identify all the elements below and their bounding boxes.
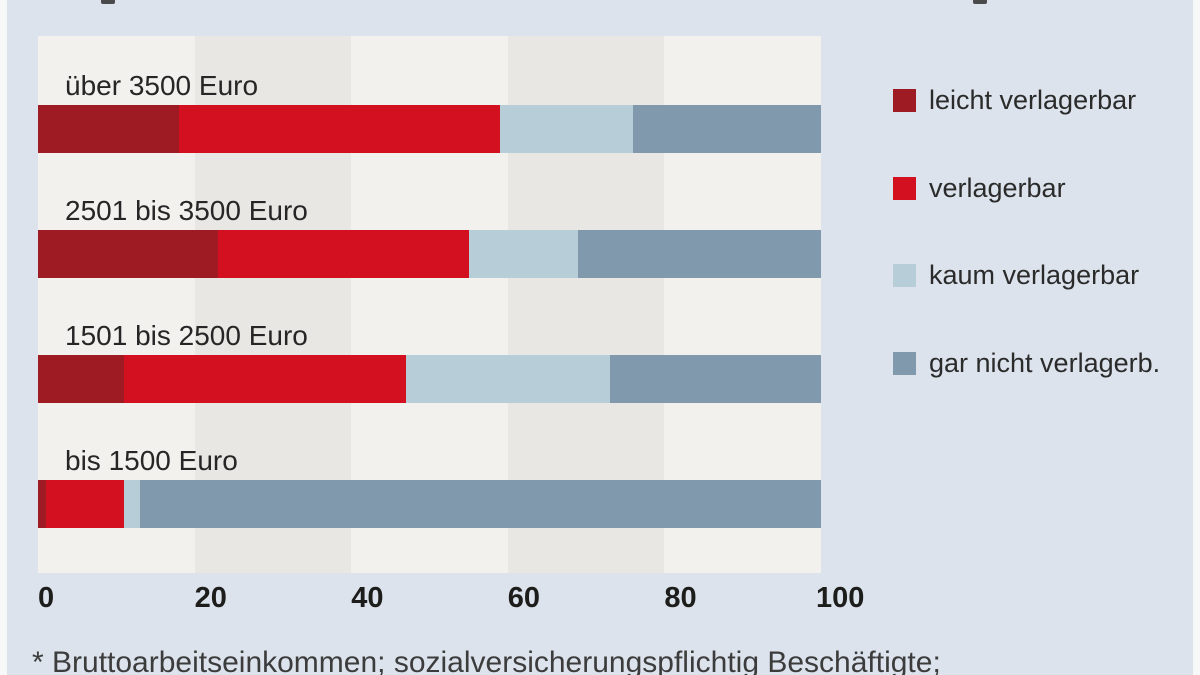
cut-off-title-fragment (101, 0, 115, 4)
bar-segment (468, 230, 579, 278)
bar-segment (178, 105, 500, 153)
bar-segment (38, 480, 46, 528)
bar-segment (633, 105, 821, 153)
x-tick-label: 20 (194, 582, 227, 614)
category-label: über 3500 Euro (65, 70, 259, 101)
bar-segment (38, 105, 179, 153)
bar-segment (609, 355, 821, 403)
bar-segment (124, 355, 406, 403)
bar-segment (218, 230, 469, 278)
left-edge-strip (0, 0, 7, 675)
legend-label: kaum verlagerbar (929, 260, 1140, 290)
category-label: 2501 bis 3500 Euro (65, 195, 308, 226)
bar-segment (45, 480, 125, 528)
legend-label: leicht verlagerbar (929, 85, 1137, 115)
legend-label: verlagerbar (929, 172, 1066, 203)
bar-segment (499, 105, 634, 153)
bar-segment (38, 230, 219, 278)
bar-segment (406, 355, 610, 403)
category-label: 1501 bis 2500 Euro (65, 320, 308, 351)
x-tick-label: 60 (507, 582, 541, 614)
cut-off-title-fragment (973, 0, 987, 4)
plot-area: über 3500 Euro 2501 bis 3500 Euro 1501 bis… (38, 36, 864, 614)
legend-swatch (893, 264, 916, 287)
footnote: * Bruttoarbeitseinkommen; sozialversiche… (32, 646, 941, 675)
legend-item: kaum verlagerbar (893, 260, 1139, 291)
bar-segment (38, 355, 125, 403)
right-edge-strip (1193, 0, 1200, 675)
legend-swatch (893, 89, 916, 112)
x-tick-label: 40 (351, 582, 384, 614)
legend-label: gar nicht verlagerb. (929, 347, 1161, 378)
x-tick-label: 0 (38, 582, 55, 614)
stacked-bar (38, 480, 821, 528)
stacked-bar (38, 355, 821, 403)
legend-swatch (893, 351, 916, 375)
stacked-bar (38, 230, 821, 278)
x-tick-label: 100 (816, 582, 865, 614)
x-tick-label: 80 (664, 582, 697, 614)
stacked-bar (38, 105, 821, 153)
legend-item: gar nicht verlagerb. (893, 348, 1160, 379)
category-label: bis 1500 Euro (65, 445, 238, 476)
bar-segment (578, 230, 821, 278)
legend-item: leicht verlagerbar (893, 85, 1136, 116)
legend-item: verlagerbar (893, 173, 1066, 204)
bar-segment (139, 480, 821, 528)
legend-swatch (893, 176, 916, 200)
bar-segment (124, 480, 140, 528)
